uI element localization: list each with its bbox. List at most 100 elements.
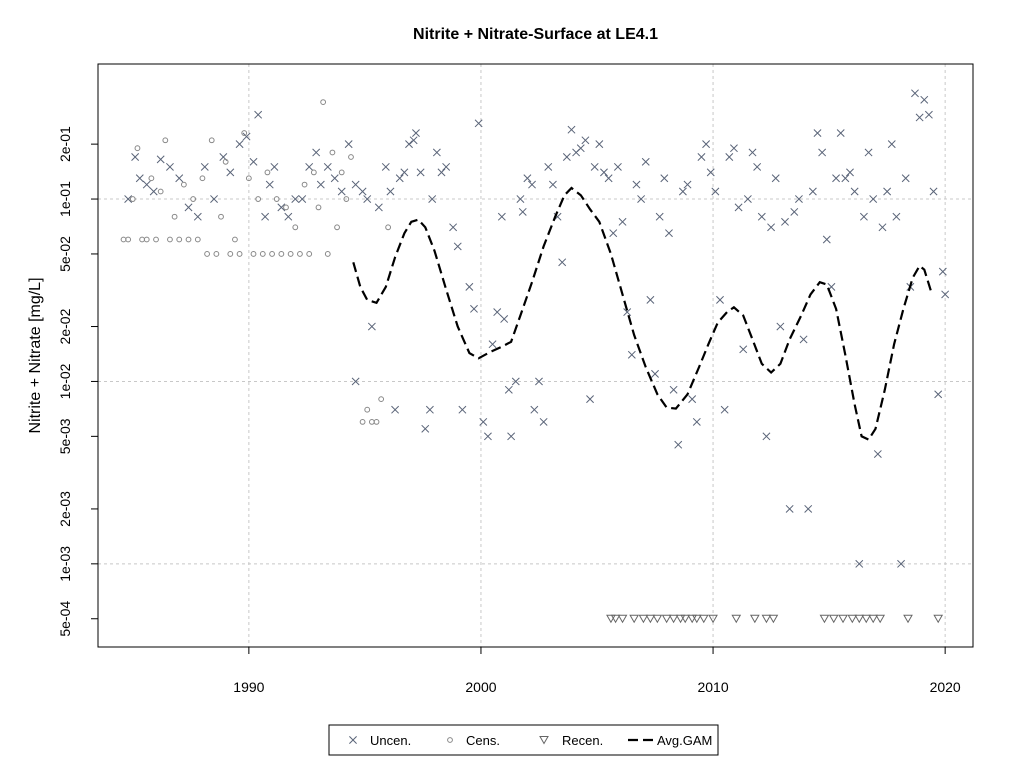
data-point-x	[465, 282, 474, 291]
data-point-circle	[364, 406, 371, 413]
gam-curve	[352, 186, 933, 442]
y-tick-label: 5e-03	[57, 418, 73, 454]
y-tick-label: 1e-03	[57, 546, 73, 582]
data-point-triangle-down	[708, 614, 718, 624]
legend-box	[328, 724, 719, 756]
data-point-x	[261, 212, 270, 221]
data-point-x	[674, 440, 683, 449]
data-point-triangle-down	[854, 614, 865, 624]
data-point-x	[841, 174, 850, 183]
data-point-x	[449, 223, 458, 232]
data-point-circle	[232, 236, 238, 243]
data-point-x	[421, 424, 430, 433]
data-point-x	[743, 195, 752, 203]
y-tick-label: 2e-02	[57, 308, 73, 344]
data-point-x	[739, 345, 748, 354]
data-point-triangle-down	[903, 614, 913, 624]
data-point-x	[149, 187, 158, 196]
series-line-avg-gam	[352, 186, 933, 442]
data-point-x	[483, 432, 492, 441]
data-point-x	[432, 148, 441, 157]
data-point-triangle-down	[749, 614, 760, 624]
data-point-x	[850, 187, 859, 196]
data-point-x	[535, 377, 543, 386]
y-axis: 2e-01 1e-01 5e-02 2e-02 1e-02 5e-03 2e-03 1e-03…	[57, 126, 98, 637]
data-point-triangle-down	[645, 614, 656, 624]
data-point-triangle-down	[638, 614, 649, 624]
data-point-circle	[269, 251, 275, 257]
data-point-x	[618, 217, 627, 226]
data-point-circle	[180, 181, 187, 188]
data-point-x	[808, 187, 817, 196]
data-point-x	[941, 290, 950, 299]
y-tick-label: 5e-02	[57, 236, 73, 272]
data-point-x	[915, 113, 924, 122]
data-point-x	[284, 212, 293, 221]
data-point-x	[142, 180, 151, 189]
data-point-circle	[273, 196, 280, 202]
y-tick-label: 5e-04	[57, 601, 73, 637]
data-point-x	[609, 229, 618, 238]
data-point-triangle-down	[668, 614, 679, 624]
data-point-circle	[301, 181, 308, 188]
data-point-x	[351, 180, 360, 189]
data-point-triangle-down	[661, 614, 672, 624]
data-point-x	[254, 110, 263, 119]
data-point-x	[762, 432, 771, 441]
data-point-circle	[334, 224, 340, 231]
data-point-x	[507, 432, 516, 441]
data-point-x	[706, 168, 715, 177]
data-point-triangle-down	[680, 614, 691, 624]
data-point-x	[316, 180, 325, 189]
data-point-circle	[199, 175, 206, 182]
plot-frame	[97, 63, 974, 648]
data-point-circle	[250, 251, 257, 257]
data-point-circle	[125, 236, 132, 243]
data-point-x	[901, 174, 910, 183]
data-point-circle	[287, 251, 294, 257]
data-point-x	[855, 559, 864, 568]
data-point-triangle-down	[828, 614, 839, 624]
data-point-x	[781, 217, 789, 226]
data-point-x	[720, 405, 729, 414]
data-point-triangle-down	[610, 614, 621, 624]
data-point-triangle-down	[761, 614, 772, 624]
data-point-x	[678, 187, 687, 196]
data-point-x	[887, 140, 896, 149]
data-point-x	[576, 144, 585, 153]
data-point-x	[586, 395, 594, 404]
data-point-x	[539, 417, 548, 426]
data-point-x	[873, 450, 882, 458]
data-point-x	[391, 405, 400, 414]
data-point-triangle-down	[629, 614, 640, 624]
data-point-triangle-down	[652, 614, 663, 624]
data-point-x	[312, 148, 321, 157]
data-point-triangle-down	[847, 614, 858, 624]
legend: Uncen. Cens. Recen. Avg.GAM	[328, 724, 719, 756]
data-point-x	[337, 187, 346, 196]
data-point-circle	[213, 251, 220, 257]
data-point-x	[590, 162, 599, 171]
data-point-x	[753, 162, 762, 171]
data-point-x	[920, 95, 929, 104]
x-tick-label: 2010	[697, 679, 728, 695]
data-point-x	[548, 180, 557, 189]
data-point-x	[242, 132, 251, 141]
data-point-x	[776, 322, 785, 331]
data-point-circle	[310, 169, 317, 176]
legend-label: Avg.GAM	[657, 733, 712, 748]
data-point-x	[226, 168, 235, 177]
data-point-circle	[208, 137, 215, 144]
data-point-x	[442, 162, 451, 171]
data-point-x	[493, 308, 502, 317]
data-point-x	[692, 417, 701, 426]
data-point-circle	[338, 169, 345, 176]
data-point-triangle-down	[838, 614, 848, 624]
data-point-x	[425, 405, 434, 414]
data-point-x	[716, 295, 724, 304]
data-point-x	[381, 162, 390, 171]
data-point-x	[613, 162, 622, 171]
data-point-x	[897, 559, 906, 568]
data-point-triangle-down	[933, 614, 944, 624]
